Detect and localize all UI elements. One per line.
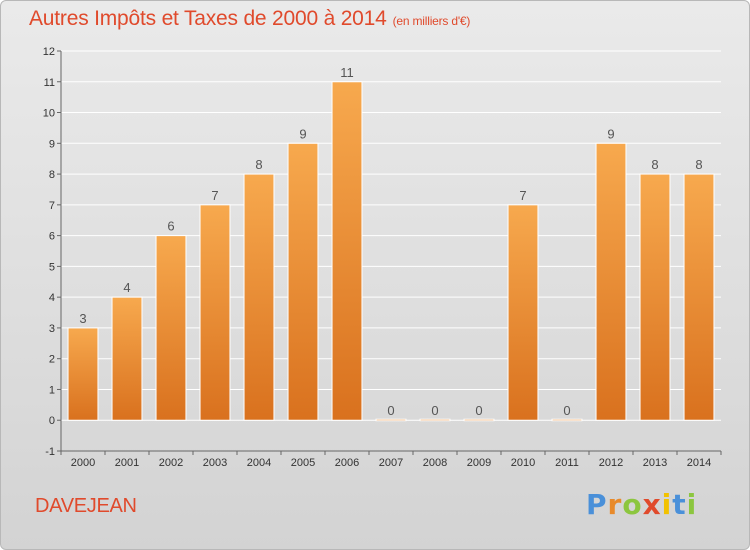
chart-title-text: Autres Impôts et Taxes de 2000 à 2014 [29, 7, 387, 30]
bar-2012 [595, 142, 627, 421]
y-tick-label: 8 [49, 169, 55, 181]
bar-2013 [639, 173, 671, 421]
bar-2000 [67, 327, 99, 421]
data-label-2007: 0 [387, 403, 394, 418]
bar-2014 [683, 173, 715, 421]
chart-title: Autres Impôts et Taxes de 2000 à 2014 (en… [29, 7, 470, 31]
bar-2006 [331, 81, 363, 421]
x-tick-label-2012: 2012 [599, 457, 623, 469]
logo-letter: i [661, 488, 673, 521]
logo-letter: t [672, 488, 687, 521]
bar-2004 [243, 173, 275, 421]
data-label-2008: 0 [431, 403, 438, 418]
x-tick-label-2003: 2003 [203, 457, 227, 469]
logo-letter: r [607, 488, 623, 521]
bar-2011 [551, 418, 583, 422]
data-label-2010: 7 [519, 188, 526, 203]
x-tick-label-2002: 2002 [159, 457, 183, 469]
y-tick-label: 9 [49, 138, 55, 150]
x-tick-label-2007: 2007 [379, 457, 403, 469]
y-tick-label: 1 [49, 384, 55, 396]
logo-letter: o [622, 488, 643, 521]
x-tick-label-2000: 2000 [71, 457, 95, 469]
chart-unit: (en milliers d'€) [392, 14, 471, 28]
x-tick-label-2001: 2001 [115, 457, 139, 469]
bar-2002 [155, 235, 187, 421]
commune-name: DAVEJEAN [35, 495, 137, 517]
x-tick-label-2004: 2004 [247, 457, 271, 469]
x-tick-label-2013: 2013 [643, 457, 667, 469]
y-tick-label: 12 [43, 46, 55, 58]
bar-2001 [111, 296, 143, 421]
y-tick-label: 6 [49, 231, 55, 243]
data-label-2003: 7 [211, 188, 218, 203]
data-label-2006: 11 [340, 65, 354, 80]
bar-2009 [463, 418, 495, 422]
data-label-2002: 6 [167, 219, 174, 234]
logo-letter: P [586, 488, 608, 521]
data-label-2013: 8 [651, 157, 658, 172]
y-tick-label: -1 [45, 446, 55, 458]
y-tick-label: 11 [44, 77, 55, 89]
x-tick-label-2008: 2008 [423, 457, 447, 469]
bar-2010 [507, 204, 539, 421]
data-label-2005: 9 [299, 126, 306, 141]
y-tick-label: 5 [49, 261, 55, 273]
y-tick-label: 2 [49, 354, 55, 366]
y-tick-label: 7 [49, 200, 55, 212]
bar-2005 [287, 142, 319, 421]
y-tick-label: 3 [49, 323, 55, 335]
bar-2003 [199, 204, 231, 421]
x-tick-label-2005: 2005 [291, 457, 315, 469]
x-tick-label-2011: 2011 [555, 457, 579, 469]
x-tick-label-2009: 2009 [467, 457, 491, 469]
data-label-2014: 8 [695, 157, 702, 172]
bar-2007 [375, 418, 407, 422]
data-label-2011: 0 [563, 403, 570, 418]
data-label-2001: 4 [123, 280, 130, 295]
bar-2008 [419, 418, 451, 422]
proxiti-logo: Proxiti [586, 488, 697, 521]
data-label-2012: 9 [607, 126, 614, 141]
data-label-2009: 0 [475, 403, 482, 418]
y-tick-label: 0 [49, 415, 55, 427]
logo-letter: i [686, 488, 698, 521]
x-tick-label-2014: 2014 [687, 457, 711, 469]
y-tick-label: 4 [49, 292, 55, 304]
y-tick-label: 10 [43, 108, 55, 120]
logo-letter: x [642, 488, 662, 521]
x-tick-label-2010: 2010 [511, 457, 535, 469]
data-label-2000: 3 [79, 311, 86, 326]
x-tick-label-2006: 2006 [335, 457, 359, 469]
data-label-2004: 8 [255, 157, 262, 172]
